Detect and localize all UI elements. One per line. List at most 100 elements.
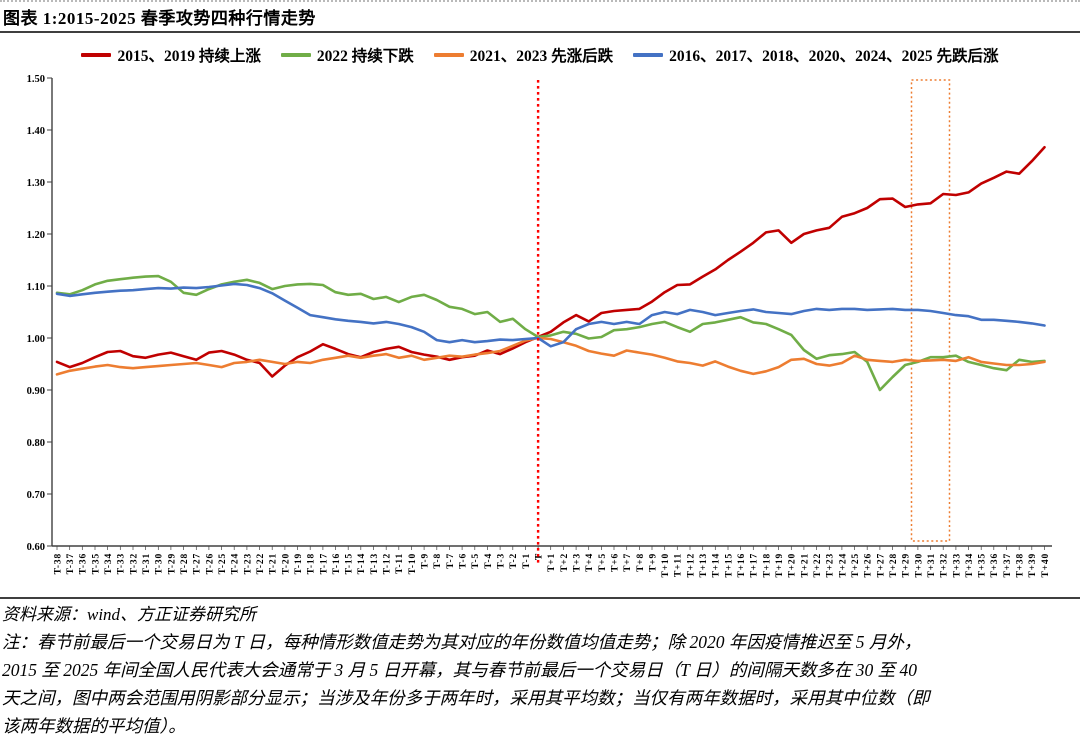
legend-item-2016-2025: 2016、2017、2018、2020、2024、2025 先跌后涨 xyxy=(633,44,999,66)
y-tick-label: 1.10 xyxy=(27,282,45,293)
x-tick-label: T-9 xyxy=(421,553,431,569)
legend-swatch-green xyxy=(280,53,311,57)
y-tick-label: 0.70 xyxy=(27,490,45,501)
x-tick-label: T+7 xyxy=(623,553,633,572)
x-tick-label: T+3 xyxy=(573,553,583,572)
figure-title-bar: 图表 1:2015-2025 春季攻势四种行情走势 xyxy=(0,2,1080,33)
x-tick-label: T+27 xyxy=(876,553,886,577)
x-tick-label: T-4 xyxy=(484,553,494,569)
x-tick-label: T+13 xyxy=(699,553,709,577)
y-tick-label: 1.40 xyxy=(27,126,45,137)
legend-item-2015-2019: 2015、2019 持续上涨 xyxy=(81,44,261,66)
x-tick-label: T-18 xyxy=(307,553,317,574)
x-tick-label: T-10 xyxy=(408,553,418,574)
x-tick-label: T+37 xyxy=(1003,553,1013,577)
y-tick-label: 1.30 xyxy=(27,178,45,189)
x-tick-label: T-33 xyxy=(117,553,127,574)
trend-line-chart: 1.50 1.40 1.30 1.20 1.10 1.00 0.90 0.80 0.70 0.60… xyxy=(27,74,1052,577)
x-tick-label: T+17 xyxy=(750,553,760,577)
x-tick-label: T+2 xyxy=(560,553,570,572)
x-tick-label: T-16 xyxy=(332,553,342,574)
x-tick-label: T-6 xyxy=(459,553,469,569)
x-tick-label: T-13 xyxy=(370,553,380,574)
legend-label: 2022 持续下跌 xyxy=(316,48,414,65)
note-line-1: 注：春节前最后一个交易日为 T 日，每种情形数值走势为其对应的年份数值均值走势；… xyxy=(2,632,922,652)
x-tick-label: T+9 xyxy=(648,553,658,572)
x-tick-label: T-14 xyxy=(357,553,367,574)
x-tick-label: T-21 xyxy=(269,553,279,574)
x-tick-label: T-22 xyxy=(256,553,266,574)
x-tick-label: T-38 xyxy=(53,553,63,574)
y-tick-label: 1.00 xyxy=(27,334,45,345)
x-tick-label: T+34 xyxy=(965,553,975,577)
x-tick-label: T-28 xyxy=(180,553,190,574)
x-tick-label: T-15 xyxy=(345,553,355,574)
x-tick-label: T-27 xyxy=(193,553,203,574)
x-tick-label: T+33 xyxy=(952,553,962,577)
note-line-4: 该两年数据的平均值）。 xyxy=(2,716,186,736)
x-tick-label: T+19 xyxy=(775,553,785,577)
y-tick-label: 0.60 xyxy=(27,542,45,553)
x-tick-label: T+38 xyxy=(1016,553,1026,577)
x-tick-label: T+11 xyxy=(674,553,684,577)
x-tick-label: T+22 xyxy=(813,553,823,577)
x-tick-label: T+8 xyxy=(636,553,646,572)
x-tick-label: T+39 xyxy=(1028,553,1038,577)
x-tick-label: T-35 xyxy=(91,553,101,574)
legend-item-2022: 2022 持续下跌 xyxy=(280,44,414,66)
x-tick-label: T-3 xyxy=(497,553,507,569)
x-tick-label: T+24 xyxy=(838,553,848,577)
source-text: 资料来源：wind、方正证券研究所 xyxy=(2,605,257,624)
legend-label: 2021、2023 先涨后跌 xyxy=(469,48,614,65)
x-tick-label: T-25 xyxy=(218,553,228,574)
legend-swatch-orange xyxy=(433,53,464,57)
x-tick-label: T+18 xyxy=(762,553,772,577)
two-sessions-box xyxy=(910,79,951,542)
x-tick-label: T+30 xyxy=(914,553,924,577)
x-tick-label: T-31 xyxy=(142,553,152,574)
x-tick-label: T-34 xyxy=(104,553,114,574)
y-tick-label: 0.90 xyxy=(27,386,45,397)
x-tick-label: T+36 xyxy=(990,553,1000,577)
note-line-3: 天之间，图中两会范围用阴影部分显示；当涉及年份多于两年时，采用其平均数；当仅有两… xyxy=(2,688,930,708)
x-tick-label: T-29 xyxy=(167,553,177,574)
series-line-3 xyxy=(55,282,1046,348)
x-tick-label: T-7 xyxy=(446,553,456,569)
chart-legend: 2015、2019 持续上涨 2022 持续下跌 2021、2023 先涨后跌 … xyxy=(0,43,1080,67)
x-tick-label: T-20 xyxy=(281,553,291,574)
legend-item-2021-2023: 2021、2023 先涨后跌 xyxy=(433,44,614,66)
x-tick-label: T-2 xyxy=(509,553,519,569)
x-tick-label: T-37 xyxy=(66,553,76,574)
x-tick-label: T-32 xyxy=(129,553,139,574)
x-tick-label: T-23 xyxy=(243,553,253,574)
y-tick-label: 1.50 xyxy=(27,74,45,85)
x-tick-label: T+40 xyxy=(1041,553,1051,577)
x-tick-label: T+1 xyxy=(547,553,557,572)
figure-footnotes: 资料来源：wind、方正证券研究所 注：春节前最后一个交易日为 T 日，每种情形… xyxy=(0,597,1080,740)
x-tick-label: T+4 xyxy=(585,553,595,572)
figure-title: 图表 1:2015-2025 春季攻势四种行情走势 xyxy=(3,9,316,28)
x-tick-label: T+25 xyxy=(851,553,861,577)
x-tick-label: T-26 xyxy=(205,553,215,574)
series-line-2 xyxy=(55,336,1046,376)
x-tick-label: T+32 xyxy=(940,553,950,577)
x-tick-label: T+5 xyxy=(598,553,608,572)
legend-label: 2015、2019 持续上涨 xyxy=(117,48,261,65)
x-tick-label: T-5 xyxy=(471,553,481,569)
x-tick-label: T-12 xyxy=(383,553,393,574)
x-tick-label: T+20 xyxy=(788,553,798,577)
x-tick-label: T+26 xyxy=(864,553,874,577)
legend-swatch-blue xyxy=(633,53,664,57)
x-tick-label: T+12 xyxy=(686,553,696,577)
y-tick-label: 0.80 xyxy=(27,438,45,449)
x-tick-label: T+10 xyxy=(661,553,671,577)
x-tick-label: T+21 xyxy=(800,553,810,577)
x-tick-label: T-30 xyxy=(155,553,165,574)
x-tick-label: T+15 xyxy=(724,553,734,577)
x-tick-label: T+16 xyxy=(737,553,747,577)
legend-swatch-red xyxy=(81,53,112,57)
series-line-0 xyxy=(55,145,1046,378)
x-tick-label: T+28 xyxy=(889,553,899,577)
x-tick-label: T+6 xyxy=(610,553,620,572)
x-tick-label: T-36 xyxy=(79,553,89,574)
